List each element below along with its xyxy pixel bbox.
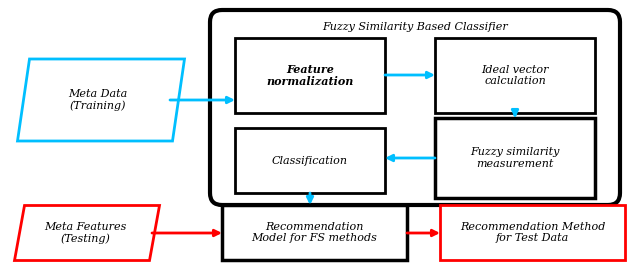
Text: Ideal vector
calculation: Ideal vector calculation — [481, 65, 548, 86]
Text: Classification: Classification — [272, 156, 348, 166]
Bar — [440, 205, 625, 260]
Text: Feature
normalization: Feature normalization — [266, 64, 354, 87]
Bar — [435, 118, 595, 198]
Text: Fuzzy Similarity Based Classifier: Fuzzy Similarity Based Classifier — [322, 22, 508, 32]
Text: Recommendation
Model for FS methods: Recommendation Model for FS methods — [252, 222, 378, 243]
Text: Meta Features
(Testing): Meta Features (Testing) — [44, 222, 126, 244]
Text: Fuzzy similarity
measurement: Fuzzy similarity measurement — [470, 147, 560, 169]
Bar — [235, 38, 385, 113]
Bar — [435, 38, 595, 113]
Polygon shape — [15, 205, 159, 261]
Bar — [222, 205, 407, 260]
FancyBboxPatch shape — [210, 10, 620, 205]
Text: Recommendation Method
for Test Data: Recommendation Method for Test Data — [460, 222, 605, 243]
Text: Meta Data
(Training): Meta Data (Training) — [68, 89, 127, 111]
Bar — [235, 128, 385, 193]
Polygon shape — [17, 59, 184, 141]
